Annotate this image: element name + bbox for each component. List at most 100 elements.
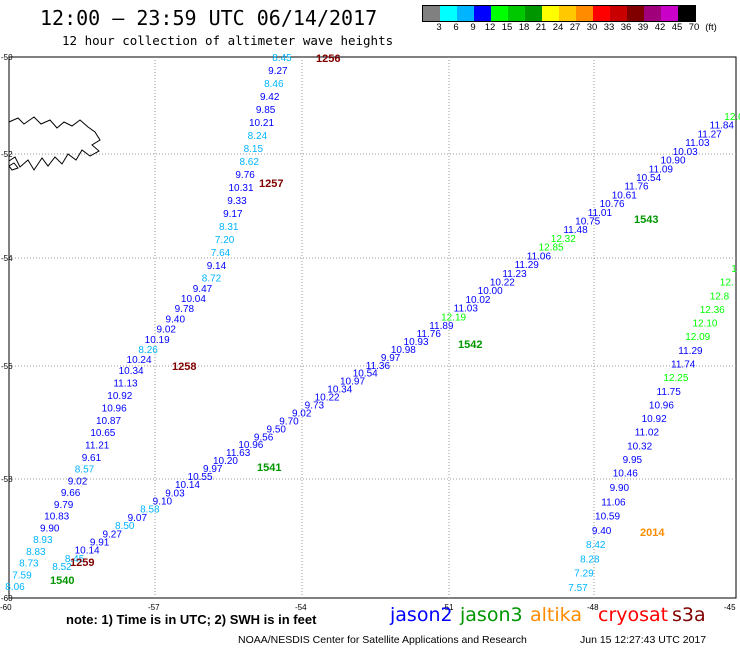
wave-height-readings: 8.45 9.27 8.46 9.42 9.85 10.21 8.24 8.15 8.62 9.7…: [5, 53, 740, 594]
wave-height-reading: 10.97: [340, 377, 365, 388]
map-gridlines: [9, 57, 736, 598]
wave-height-reading: 9.27: [102, 529, 122, 540]
wave-height-reading: 10.59: [595, 512, 620, 523]
legend-swatch: [610, 6, 627, 21]
legend-swatch: [576, 6, 593, 21]
legend-label: 24: [552, 22, 564, 33]
wave-height-reading: 11.29: [515, 260, 540, 271]
latitude-tick-label: -60: [1, 594, 13, 603]
wave-height-reading: 9.02: [292, 408, 312, 419]
satellite-legend-entry: jason3: [460, 604, 523, 626]
satellite-pass-label: 1541: [257, 462, 281, 474]
wave-height-reading: 10.92: [107, 391, 132, 402]
wave-height-reading: 8.93: [33, 535, 53, 546]
wave-height-reading: 11.76: [624, 182, 649, 193]
longitude-tick-label: -57: [148, 603, 160, 612]
legend-label: 3: [436, 22, 442, 33]
legend-swatch: [525, 6, 542, 21]
wave-height-reading: 8.62: [239, 157, 259, 168]
wave-height-reading: 11.13: [113, 379, 138, 390]
wave-height-reading: 9.50: [267, 424, 287, 435]
wave-height-reading: 11.09: [649, 164, 674, 175]
latitude-tick-label: -56: [1, 362, 13, 371]
wave-height-reading: 11.01: [588, 208, 613, 219]
wave-height-reading: 11.02: [635, 428, 660, 439]
legend-swatch: [423, 6, 440, 21]
wave-height-reading: 10.93: [404, 337, 429, 348]
island-outline: [8, 162, 19, 171]
wave-height-reading: 8.28: [580, 554, 600, 565]
wave-height-reading: 9.02: [68, 476, 88, 487]
wave-height-reading: 10.02: [465, 295, 490, 306]
satellite-pass-label: 2014: [640, 527, 665, 539]
wave-height-reading: 12.25: [663, 373, 688, 384]
wave-height-reading: 9.91: [90, 537, 110, 548]
satellite-pass-label: 1542: [458, 339, 482, 351]
wave-height-reading: 10.55: [188, 472, 213, 483]
wave-height-reading: 8.58: [140, 505, 160, 516]
legend-swatch: [474, 6, 491, 21]
wave-height-reading: 9.40: [166, 314, 186, 325]
wave-height-reading: 9.56: [254, 432, 274, 443]
wave-height-reading: 10.76: [600, 199, 625, 210]
wave-height-reading: 11.48: [563, 225, 588, 236]
legend-label: 45: [671, 22, 683, 33]
legend-label: (ft): [705, 22, 717, 33]
wave-height-reading: 9.07: [128, 513, 148, 524]
latitude-tick-label: -58: [1, 475, 13, 484]
wave-height-reading: 8.06: [5, 582, 25, 593]
wave-height-reading: 8.50: [115, 521, 135, 532]
latitude-tick-label: -54: [1, 254, 13, 263]
wave-height-reading: 12.09: [685, 332, 710, 343]
wave-height-reading: 12.19: [441, 312, 466, 323]
wave-height-reading: 12.: [720, 278, 734, 289]
wave-height-reading: 10.34: [119, 366, 144, 377]
wave-height-reading: 8.15: [244, 144, 264, 155]
wave-height-reading: 11.21: [85, 441, 110, 452]
wave-height-reading: 12.85: [539, 243, 564, 254]
wave-height-reading: 8.24: [248, 131, 268, 142]
legend-label: 33: [603, 22, 615, 33]
wave-height-reading: 11.84: [710, 121, 735, 132]
legend-label: 12: [484, 22, 496, 33]
wave-height-reading: 9.76: [235, 170, 255, 181]
latitude-tick-label: -50: [1, 53, 13, 62]
wave-height-reading: 10.98: [391, 345, 416, 356]
wave-height-reading: 12.36: [700, 305, 725, 316]
legend-label: 39: [637, 22, 649, 33]
wave-height-reading: 11.03: [685, 138, 710, 149]
legend-swatch: [644, 6, 661, 21]
wave-height-reading: 10.96: [649, 400, 674, 411]
legend-swatch: [491, 6, 508, 21]
wave-height-reading: 8.73: [19, 559, 39, 570]
satellite-legend-entry: jason2: [390, 604, 453, 626]
wave-height-reading: 10.00: [478, 286, 503, 297]
wave-height-reading: 8.72: [202, 274, 222, 285]
longitude-tick-label: -45: [724, 603, 736, 612]
wave-height-reading: 9.17: [223, 209, 243, 220]
wave-height-reading: 9.90: [610, 483, 630, 494]
wave-height-reading: 9.79: [54, 500, 74, 511]
wave-height-reading: 8.45: [272, 53, 292, 64]
wave-height-reading: 11.63: [226, 448, 251, 459]
legend-label: 21: [535, 22, 547, 33]
wave-height-reading: 11.74: [671, 360, 696, 371]
wave-height-reading: 9.47: [193, 284, 213, 295]
satellite-pass-label: 1257: [259, 178, 283, 190]
satellite-legend-entry: s3a: [672, 604, 706, 626]
legend-swatch: [593, 6, 610, 21]
wave-height-reading: 7.59: [12, 570, 32, 581]
wave-height-reading: 11.03: [454, 304, 479, 315]
wave-height-reading: 9.27: [268, 66, 288, 77]
legend-label: 18: [518, 22, 530, 33]
wave-height-reading: 10.83: [44, 512, 69, 523]
legend-swatch: [559, 6, 576, 21]
longitude-tick-label: -54: [295, 603, 307, 612]
wave-height-reading: 8.46: [264, 79, 284, 90]
satellite-pass-label: 1256: [316, 53, 340, 65]
legend-swatch: [508, 6, 525, 21]
wave-height-reading: 10.24: [127, 355, 152, 366]
wave-height-reading: 11.75: [657, 387, 682, 398]
wave-height-reading: 9.85: [256, 105, 276, 116]
wave-height-reading: 7.64: [211, 248, 231, 259]
